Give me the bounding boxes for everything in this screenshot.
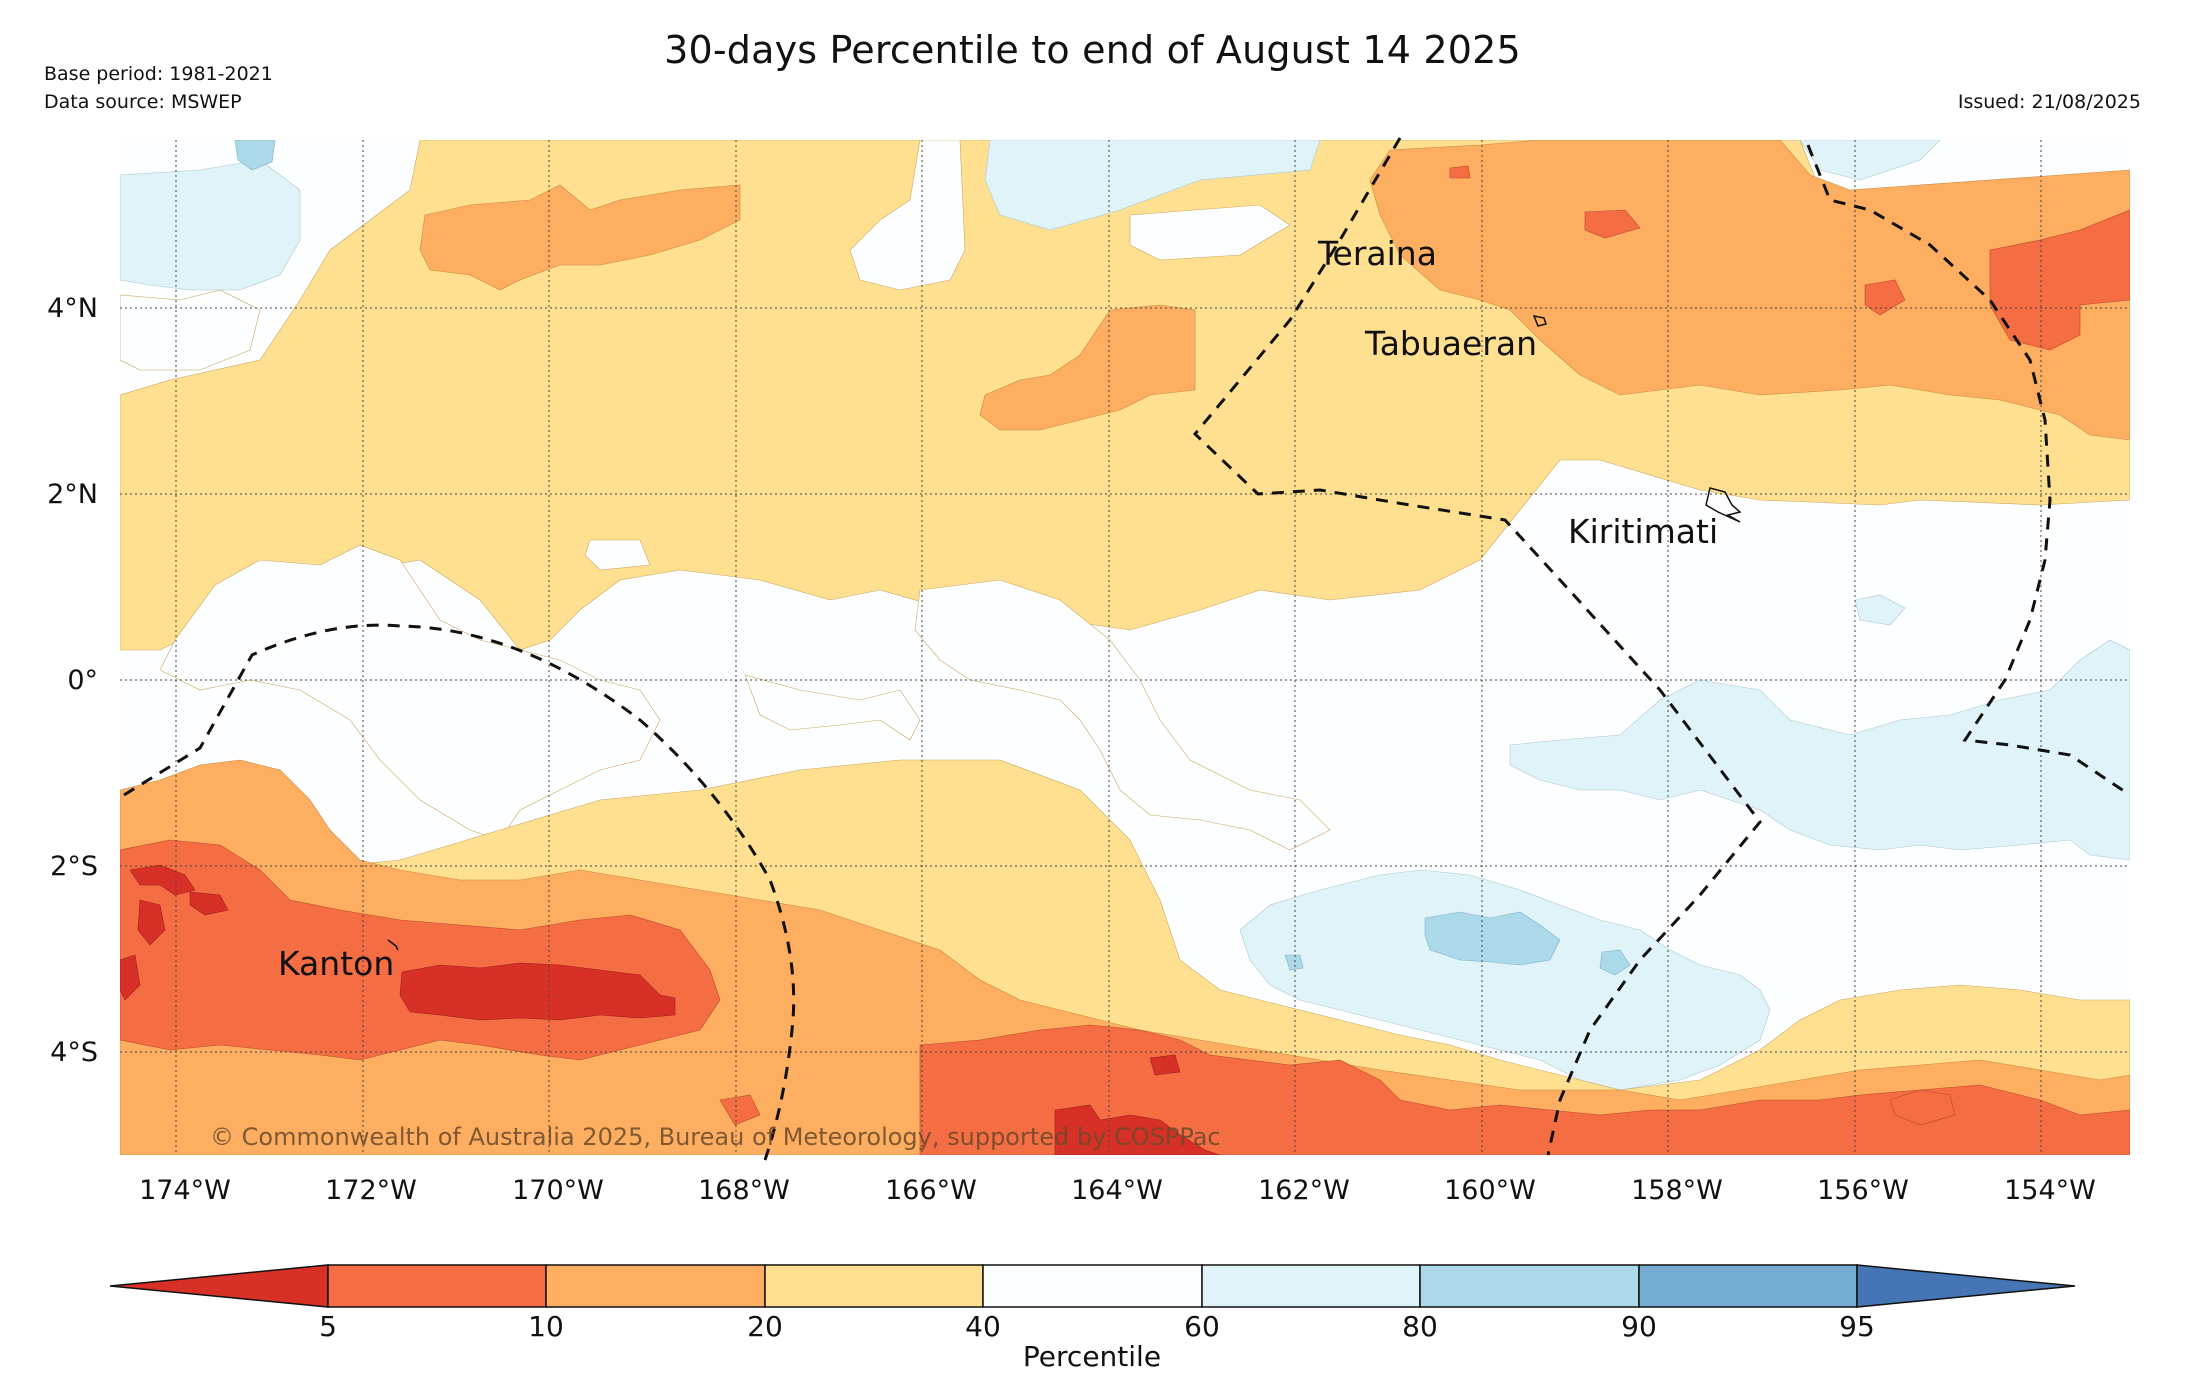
lon-label-156W: 156°W — [1817, 1175, 1909, 1206]
graticule — [120, 140, 2130, 1155]
lon-label-160W: 160°W — [1444, 1175, 1536, 1206]
eez-boundaries — [123, 137, 2131, 1161]
colorbar-tick-40: 40 — [965, 1310, 1001, 1343]
lon-label-170W: 170°W — [512, 1175, 604, 1206]
colorbar-tick-60: 60 — [1184, 1310, 1220, 1343]
field-lt5-west3 — [137, 899, 166, 946]
field-5-10-south-centre — [919, 1024, 2130, 1155]
lat-label-4S: 4°S — [50, 1037, 98, 1068]
kanton-island-outline — [387, 939, 399, 951]
lon-label-158W: 158°W — [1631, 1175, 1723, 1206]
colorbar-segment-90-95 — [1638, 1264, 1858, 1308]
lon-label-162W: 162°W — [1258, 1175, 1350, 1206]
lon-label-154W: 154°W — [2004, 1175, 2096, 1206]
colorbar-tick-10: 10 — [528, 1310, 564, 1343]
field-40-60-nw — [120, 289, 261, 371]
field-10-20-south — [120, 759, 2130, 1155]
field-40-60-equator-west — [159, 544, 661, 841]
field-lt5-kanton-core — [399, 962, 676, 1021]
field-60-80-n-mid — [984, 140, 1321, 231]
field-5-10-ne4 — [1449, 165, 1471, 179]
field-10-20-n-west — [419, 184, 741, 291]
colorbar-tick-20: 20 — [747, 1310, 783, 1343]
lon-label-172W: 172°W — [325, 1175, 417, 1206]
field-40-60-n-mid2 — [1129, 204, 1291, 261]
field-60-80-right-mid — [1854, 594, 1906, 626]
lon-label-166W: 166°W — [885, 1175, 977, 1206]
colorbar-tick-80: 80 — [1402, 1310, 1438, 1343]
lat-label-0: 0° — [67, 665, 98, 696]
field-80-90-centre-south — [1424, 911, 1561, 966]
field-60-80-nw — [120, 159, 301, 291]
field-lt5-west2 — [189, 891, 229, 916]
tabuaeran-island-outline — [1532, 314, 1547, 327]
field-10-20-n-centre — [979, 304, 1196, 431]
teraina-label: Teraina — [1317, 234, 1437, 273]
field-5-10-ne3 — [1864, 279, 1906, 316]
lat-label-4N: 4°N — [47, 293, 98, 324]
colorbar-segment-80-90 — [1419, 1264, 1640, 1308]
colorbar-tick-5: 5 — [319, 1310, 337, 1343]
field-40-60-equator-mid2 — [584, 539, 651, 571]
field-40-60-n-mid — [849, 140, 966, 291]
eez-boundary-phoenix — [123, 623, 796, 1161]
field-5-10-ne2 — [1584, 209, 1641, 239]
lon-label-174W: 174°W — [139, 1175, 231, 1206]
field-80-90-centre-south-small — [1599, 949, 1631, 976]
kiritimati-island-outline — [1705, 487, 1742, 523]
tabuaeran-label: Tabuaeran — [1364, 324, 1537, 363]
colorbar — [109, 1264, 2076, 1308]
field-80-90-nw — [234, 140, 276, 171]
colorbar-tick-95: 95 — [1839, 1310, 1875, 1343]
field-lt5-small — [1149, 1054, 1181, 1076]
colorbar-tick-90: 90 — [1621, 1310, 1657, 1343]
colorbar-title: Percentile — [1023, 1340, 1161, 1373]
eez-boundary-line-east — [1806, 144, 2131, 797]
field-40-60-equator-centre — [914, 579, 1331, 851]
field-lt5-south-centre — [1054, 1104, 1221, 1155]
issued-date-text: Issued: 21/08/2025 — [1957, 91, 2141, 113]
colorbar-segment-5-10 — [327, 1264, 547, 1308]
field-5-10-ne — [1989, 209, 2130, 351]
metadata-left: Base period: 1981-2021 Data source: MSWE… — [44, 60, 273, 116]
eez-boundary-line-west — [1192, 137, 1762, 1156]
field-5-10-south-centre2 — [1889, 1089, 1956, 1126]
colorbar-segment-lt5 — [109, 1264, 329, 1308]
lat-label-2S: 2°S — [50, 851, 98, 882]
field-60-80-centre-south — [1239, 869, 1771, 1091]
colorbar-segment-gt95 — [1856, 1264, 2076, 1308]
kanton-label: Kanton — [278, 944, 394, 983]
field-5-10-south-small — [719, 1094, 761, 1126]
base-period-text: Base period: 1981-2021 — [44, 63, 273, 85]
colorbar-segment-10-20 — [545, 1264, 766, 1308]
lon-label-164W: 164°W — [1071, 1175, 1163, 1206]
field-40-60-equator-mid — [744, 674, 921, 741]
chart-title: 30-days Percentile to end of August 14 2… — [664, 28, 1521, 72]
colorbar-segment-60-80 — [1201, 1264, 1421, 1308]
colorbar-segment-40-60 — [982, 1264, 1203, 1308]
map-field — [120, 140, 2130, 1155]
colorbar-segment-20-40 — [764, 1264, 984, 1308]
islands — [387, 314, 1742, 951]
data-source-text: Data source: MSWEP — [44, 91, 242, 113]
field-lt5-west — [129, 864, 196, 896]
field-60-80-east — [1509, 639, 2130, 861]
field-10-20-ne — [1369, 140, 2130, 441]
kiritimati-label: Kiritimati — [1568, 512, 1718, 551]
lat-label-2N: 2°N — [47, 479, 98, 510]
copyright-notice: © Commonwealth of Australia 2025, Bureau… — [210, 1123, 1221, 1151]
lon-label-168W: 168°W — [698, 1175, 790, 1206]
field-lt5-west4 — [120, 954, 141, 1001]
